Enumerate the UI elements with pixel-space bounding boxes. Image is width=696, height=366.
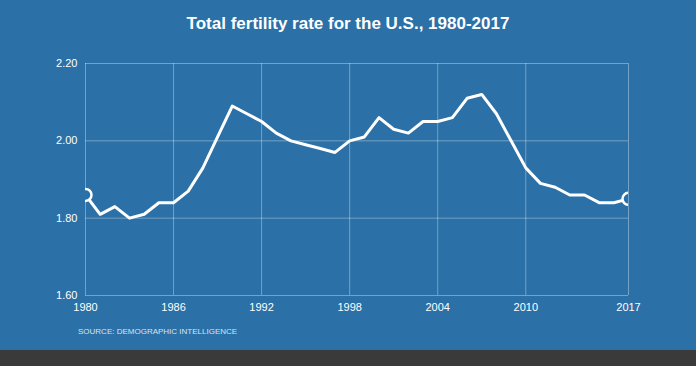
html-text:SOURCE: DEMOGRAPHIC INTELLIGEN: SOURCE: DEMOGRAPHIC INTELLIGENCE <box>78 327 238 336</box>
svg-text:2.00: 2.00 <box>56 134 77 146</box>
svg-text:1998: 1998 <box>337 301 361 313</box>
svg-text:2004: 2004 <box>425 301 449 313</box>
svg-text:2017: 2017 <box>616 301 640 313</box>
svg-text:1992: 1992 <box>249 301 273 313</box>
svg-text:1980: 1980 <box>73 301 97 313</box>
svg-text:1.60: 1.60 <box>56 289 77 301</box>
svg-text:2.20: 2.20 <box>56 57 77 69</box>
svg-text:1986: 1986 <box>161 301 185 313</box>
svg-text:1.80: 1.80 <box>56 212 77 224</box>
html-text:Total fertility rate for the U: Total fertility rate for the U.S., 1980-… <box>186 14 510 33</box>
svg-text:2010: 2010 <box>514 301 538 313</box>
